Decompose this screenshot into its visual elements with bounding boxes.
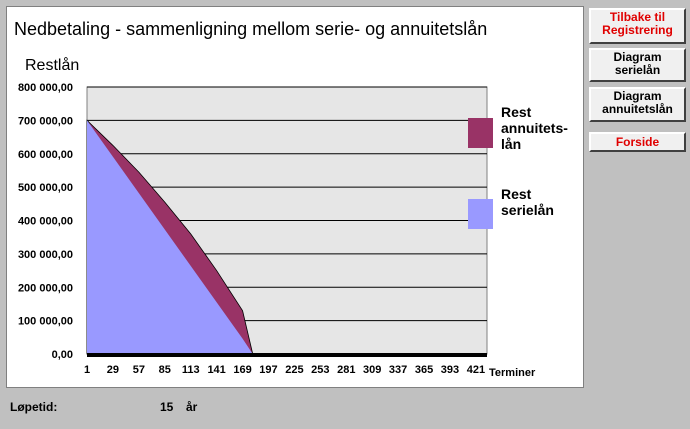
y-tick-label: 100 000,00 bbox=[18, 316, 73, 328]
annuity-button-line1: Diagram bbox=[613, 89, 662, 103]
x-tick-label: 365 bbox=[415, 364, 433, 376]
x-axis-label: Terminer bbox=[489, 367, 536, 379]
legend-swatch bbox=[468, 118, 493, 148]
legend-label: serielån bbox=[501, 202, 554, 218]
chart-panel: Nedbetaling - sammenligning mellom serie… bbox=[6, 6, 584, 388]
serial-button-line1: Diagram bbox=[613, 50, 662, 64]
legend-swatch bbox=[468, 199, 493, 229]
legend-label: Rest bbox=[501, 104, 532, 120]
x-tick-label: 1 bbox=[84, 364, 90, 376]
annuity-button-line2: annuitetslån bbox=[602, 102, 673, 116]
x-tick-label: 225 bbox=[285, 364, 303, 376]
serial-button-line2: serielån bbox=[614, 63, 661, 77]
x-tick-label: 309 bbox=[363, 364, 381, 376]
y-tick-label: 0,00 bbox=[52, 349, 73, 361]
x-tick-label: 85 bbox=[159, 364, 171, 376]
chart-svg: Nedbetaling - sammenligning mellom serie… bbox=[14, 19, 568, 379]
x-tick-label: 393 bbox=[441, 364, 459, 376]
x-tick-label: 253 bbox=[311, 364, 329, 376]
x-tick-label: 169 bbox=[233, 364, 251, 376]
duration-label: Løpetid: bbox=[10, 400, 58, 414]
home-button-label: Forside bbox=[615, 135, 660, 149]
x-tick-label: 197 bbox=[259, 364, 277, 376]
duration-unit: år bbox=[186, 400, 198, 414]
legend-label: annuitets- bbox=[501, 120, 568, 136]
home-button[interactable]: Forside bbox=[589, 132, 686, 152]
x-tick-label: 281 bbox=[337, 364, 355, 376]
y-tick-label: 800 000,00 bbox=[18, 82, 73, 94]
chart-title: Nedbetaling - sammenligning mellom serie… bbox=[14, 19, 487, 39]
x-tick-label: 421 bbox=[467, 364, 485, 376]
y-tick-label: 300 000,00 bbox=[18, 249, 73, 261]
diagram-annuity-loan-button[interactable]: Diagram annuitetslån bbox=[589, 87, 686, 122]
x-tick-label: 337 bbox=[389, 364, 407, 376]
duration-value: 15 bbox=[160, 400, 174, 414]
back-to-registration-button[interactable]: Tilbake til Registrering bbox=[589, 8, 686, 44]
y-tick-label: 600 000,00 bbox=[18, 149, 73, 161]
y-tick-label: 200 000,00 bbox=[18, 282, 73, 294]
x-tick-label: 113 bbox=[182, 364, 200, 376]
y-axis-label: Restlån bbox=[25, 56, 79, 74]
back-button-line2: Registrering bbox=[602, 23, 673, 37]
y-tick-label: 400 000,00 bbox=[18, 216, 73, 228]
series-area-serial bbox=[87, 120, 253, 354]
y-tick-label: 700 000,00 bbox=[18, 115, 73, 127]
diagram-serial-loan-button[interactable]: Diagram serielån bbox=[589, 48, 686, 82]
x-tick-label: 29 bbox=[107, 364, 119, 376]
x-tick-label: 57 bbox=[133, 364, 145, 376]
y-tick-label: 500 000,00 bbox=[18, 182, 73, 194]
back-button-line1: Tilbake til bbox=[609, 10, 666, 24]
legend-label: lån bbox=[501, 136, 521, 152]
legend-label: Rest bbox=[501, 186, 532, 202]
x-tick-label: 141 bbox=[207, 364, 225, 376]
